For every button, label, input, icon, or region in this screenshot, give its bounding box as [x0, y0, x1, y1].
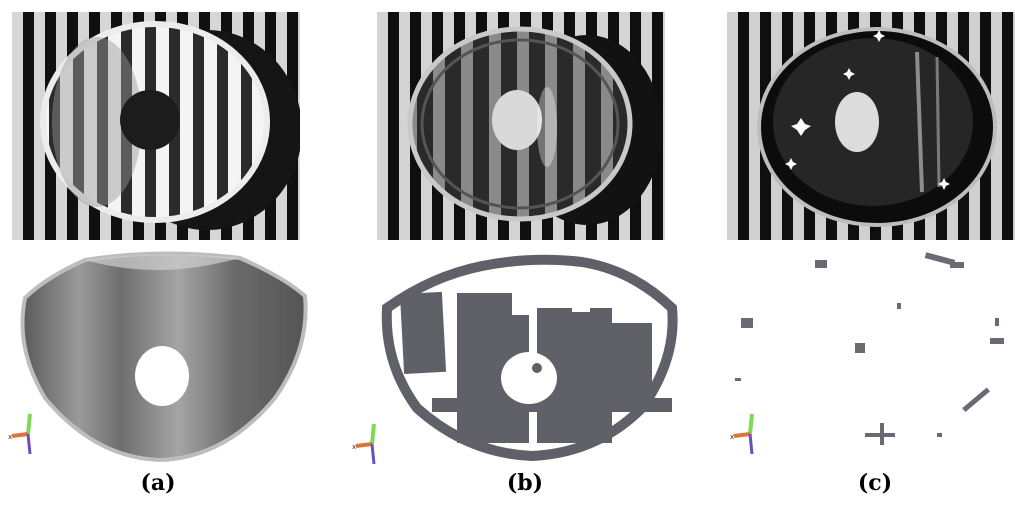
caption-c: (c) [857, 470, 893, 496]
photo-c [727, 12, 1015, 240]
reconstruction-c [705, 248, 1015, 463]
photo-b [377, 12, 665, 240]
svg-text:x: x [8, 433, 12, 441]
reconstruction-a [5, 248, 315, 463]
reconstruction-b [372, 248, 682, 463]
xyz-axis-icon: x [352, 420, 382, 470]
xyz-axis-icon: x [730, 410, 760, 460]
photo-a [12, 12, 300, 240]
svg-text:x: x [730, 433, 734, 441]
caption-a: (a) [140, 470, 176, 496]
svg-text:x: x [352, 443, 356, 451]
xyz-axis-icon: x [8, 410, 38, 460]
caption-b: (b) [506, 470, 544, 496]
